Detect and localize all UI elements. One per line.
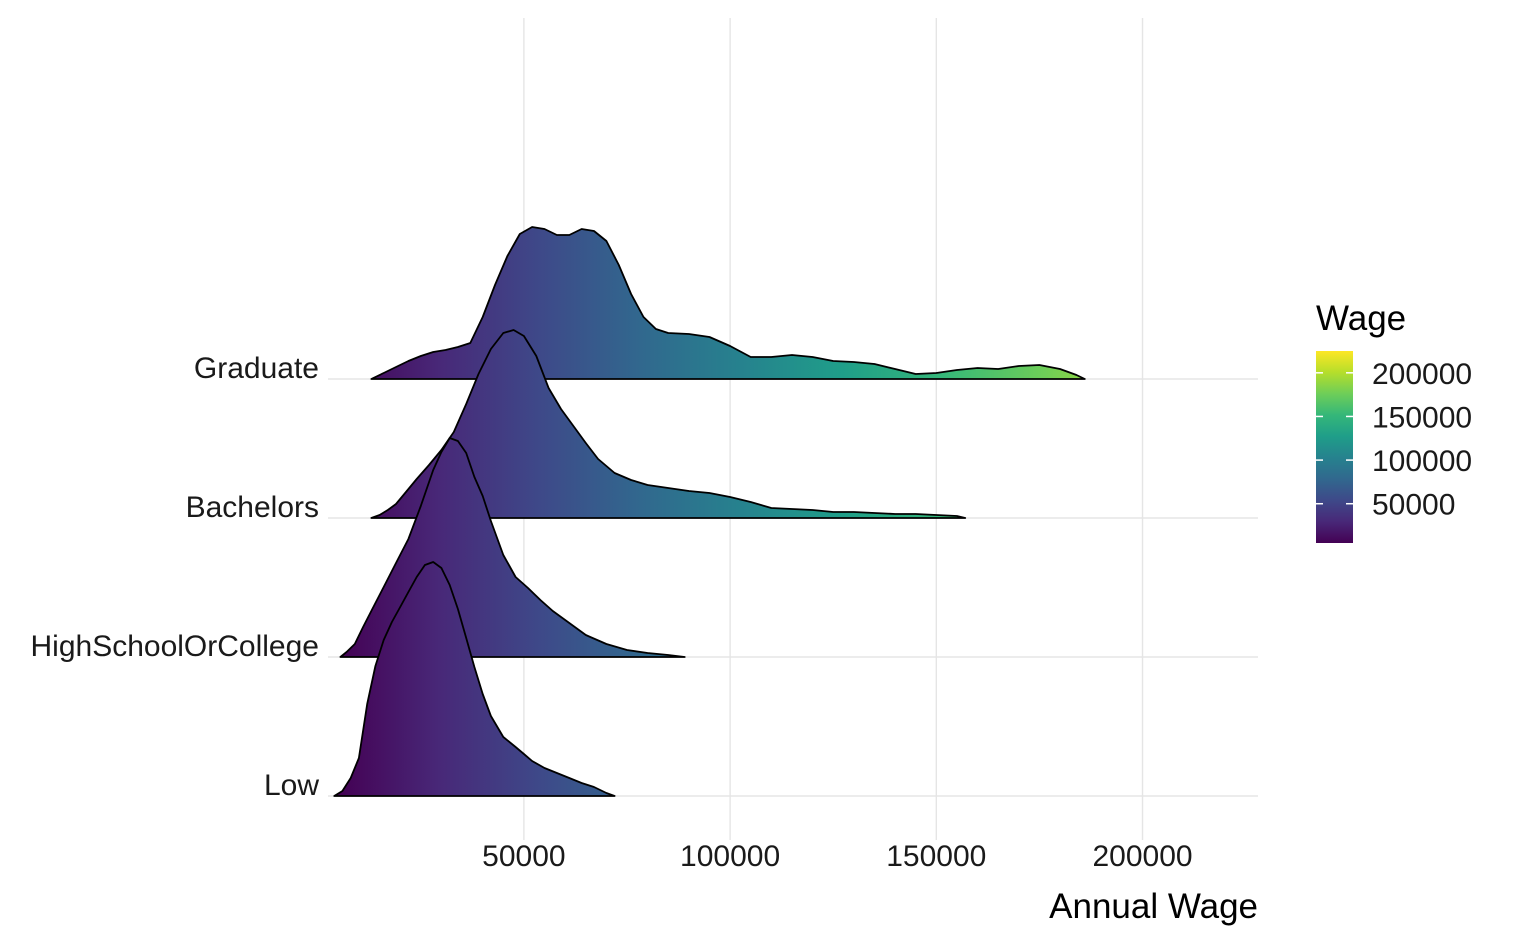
x-axis-title: Annual Wage xyxy=(1049,887,1258,926)
color-legend: Wage 50000 100000 150000 200000 xyxy=(1316,299,1472,543)
legend-ticks: 50000 100000 150000 200000 xyxy=(1316,358,1472,522)
legend-colorbar xyxy=(1316,351,1353,543)
ridge-graduate xyxy=(370,226,1086,380)
ridge-low xyxy=(333,561,616,797)
category-label: Low xyxy=(264,769,319,802)
legend-color-bar xyxy=(1316,351,1353,543)
category-label: Graduate xyxy=(194,352,319,385)
legend-tick-label: 50000 xyxy=(1372,489,1455,522)
x-axis-tick-labels: 50000 100000 150000 200000 xyxy=(482,840,1192,873)
ridges xyxy=(333,226,1086,797)
category-label: HighSchoolOrCollege xyxy=(31,630,320,663)
legend-tick-label: 100000 xyxy=(1372,445,1472,478)
ridge-bachelors xyxy=(370,329,967,519)
category-labels: Low HighSchoolOrCollege Bachelors Graduate xyxy=(31,352,320,802)
category-label: Bachelors xyxy=(186,491,319,524)
x-tick-label: 100000 xyxy=(680,840,780,873)
legend-tick-label: 200000 xyxy=(1372,358,1472,391)
legend-tick-label: 150000 xyxy=(1372,401,1472,434)
legend-title: Wage xyxy=(1316,299,1406,338)
x-tick-label: 200000 xyxy=(1092,840,1192,873)
x-tick-label: 50000 xyxy=(482,840,565,873)
x-tick-label: 150000 xyxy=(886,840,986,873)
